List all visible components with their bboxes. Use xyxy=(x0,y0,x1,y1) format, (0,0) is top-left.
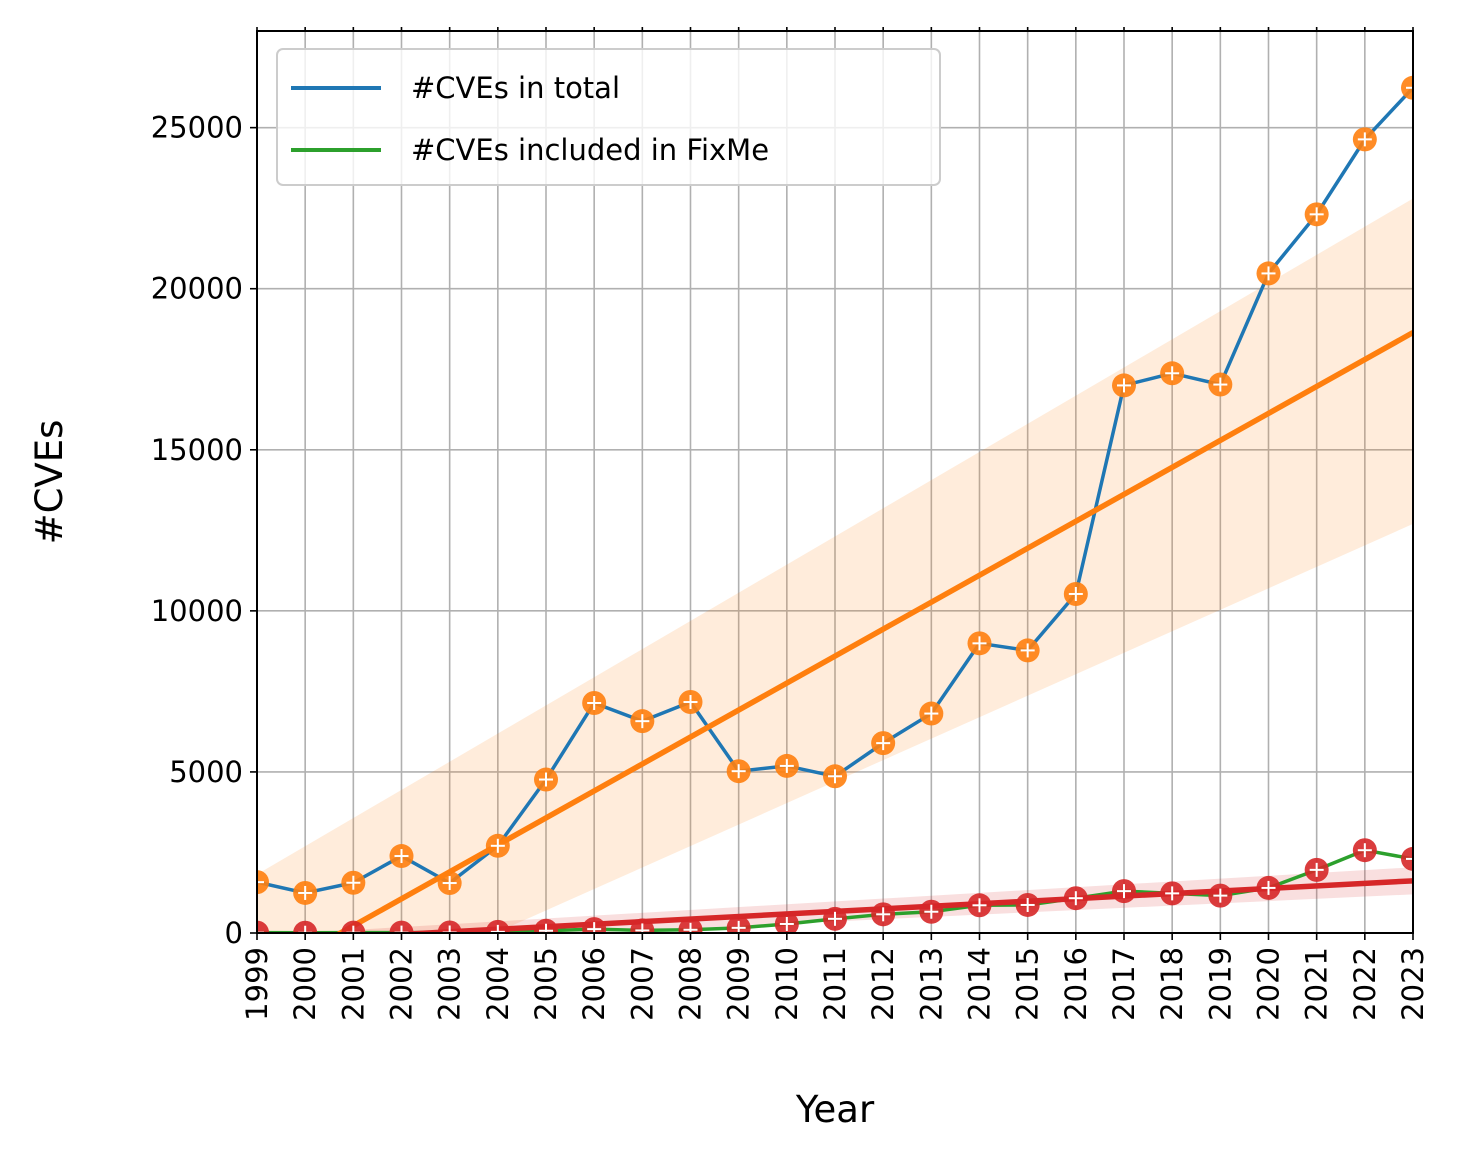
x-axis-label: Year xyxy=(795,1088,875,1131)
x-tick-label: 2021 xyxy=(1300,947,1334,1021)
x-tick-label: 2002 xyxy=(385,947,419,1021)
x-tick-label: 2010 xyxy=(770,947,804,1021)
x-tick-label: 2011 xyxy=(818,947,852,1021)
y-tick-label: 0 xyxy=(225,916,243,950)
data-markers xyxy=(257,75,1413,933)
y-tick-label: 20000 xyxy=(151,272,243,306)
axis-ticks: 1999 2000 2001 2002 2003 2004 2005 2006 2007 2008… xyxy=(151,27,1430,1021)
x-tick-label: 2015 xyxy=(1011,947,1045,1021)
x-tick-label: 1999 xyxy=(240,947,274,1021)
legend-box xyxy=(276,48,941,186)
x-tick-label: 2016 xyxy=(1059,947,1093,1021)
y-tick-label: 5000 xyxy=(169,755,243,789)
x-tick-label: 2006 xyxy=(577,947,611,1021)
legend-label-fixme: #CVEs included in FixMe xyxy=(411,133,769,167)
x-tick-label: 2019 xyxy=(1203,947,1237,1021)
x-tick-label: 2007 xyxy=(625,947,659,1021)
x-tick-label: 2000 xyxy=(288,947,322,1021)
legend-label-total: #CVEs in total xyxy=(411,71,620,105)
y-tick-label: 25000 xyxy=(151,111,243,145)
x-tick-label: 2009 xyxy=(722,947,756,1021)
confidence-band-1 xyxy=(300,867,1413,933)
x-tick-label: 2005 xyxy=(529,947,563,1021)
x-tick-label: 2023 xyxy=(1396,947,1430,1021)
x-tick-label: 2017 xyxy=(1107,947,1141,1021)
x-tick-label: 2020 xyxy=(1252,947,1286,1021)
y-axis-label: #CVEs xyxy=(28,420,71,545)
x-tick-label: 2018 xyxy=(1155,947,1189,1021)
data-point xyxy=(257,920,269,933)
x-tick-label: 2014 xyxy=(963,947,997,1021)
x-tick-label: 2012 xyxy=(866,947,900,1021)
x-tick-label: 2013 xyxy=(914,947,948,1021)
y-tick-label: 15000 xyxy=(151,433,243,467)
x-tick-label: 2008 xyxy=(674,947,708,1021)
x-tick-label: 2001 xyxy=(336,947,370,1021)
legend: #CVEs in total #CVEs included in FixMe xyxy=(276,48,941,186)
y-tick-label: 10000 xyxy=(151,594,243,628)
x-tick-label: 2003 xyxy=(433,947,467,1021)
x-tick-label: 2004 xyxy=(481,947,515,1021)
x-tick-label: 2022 xyxy=(1348,947,1382,1021)
